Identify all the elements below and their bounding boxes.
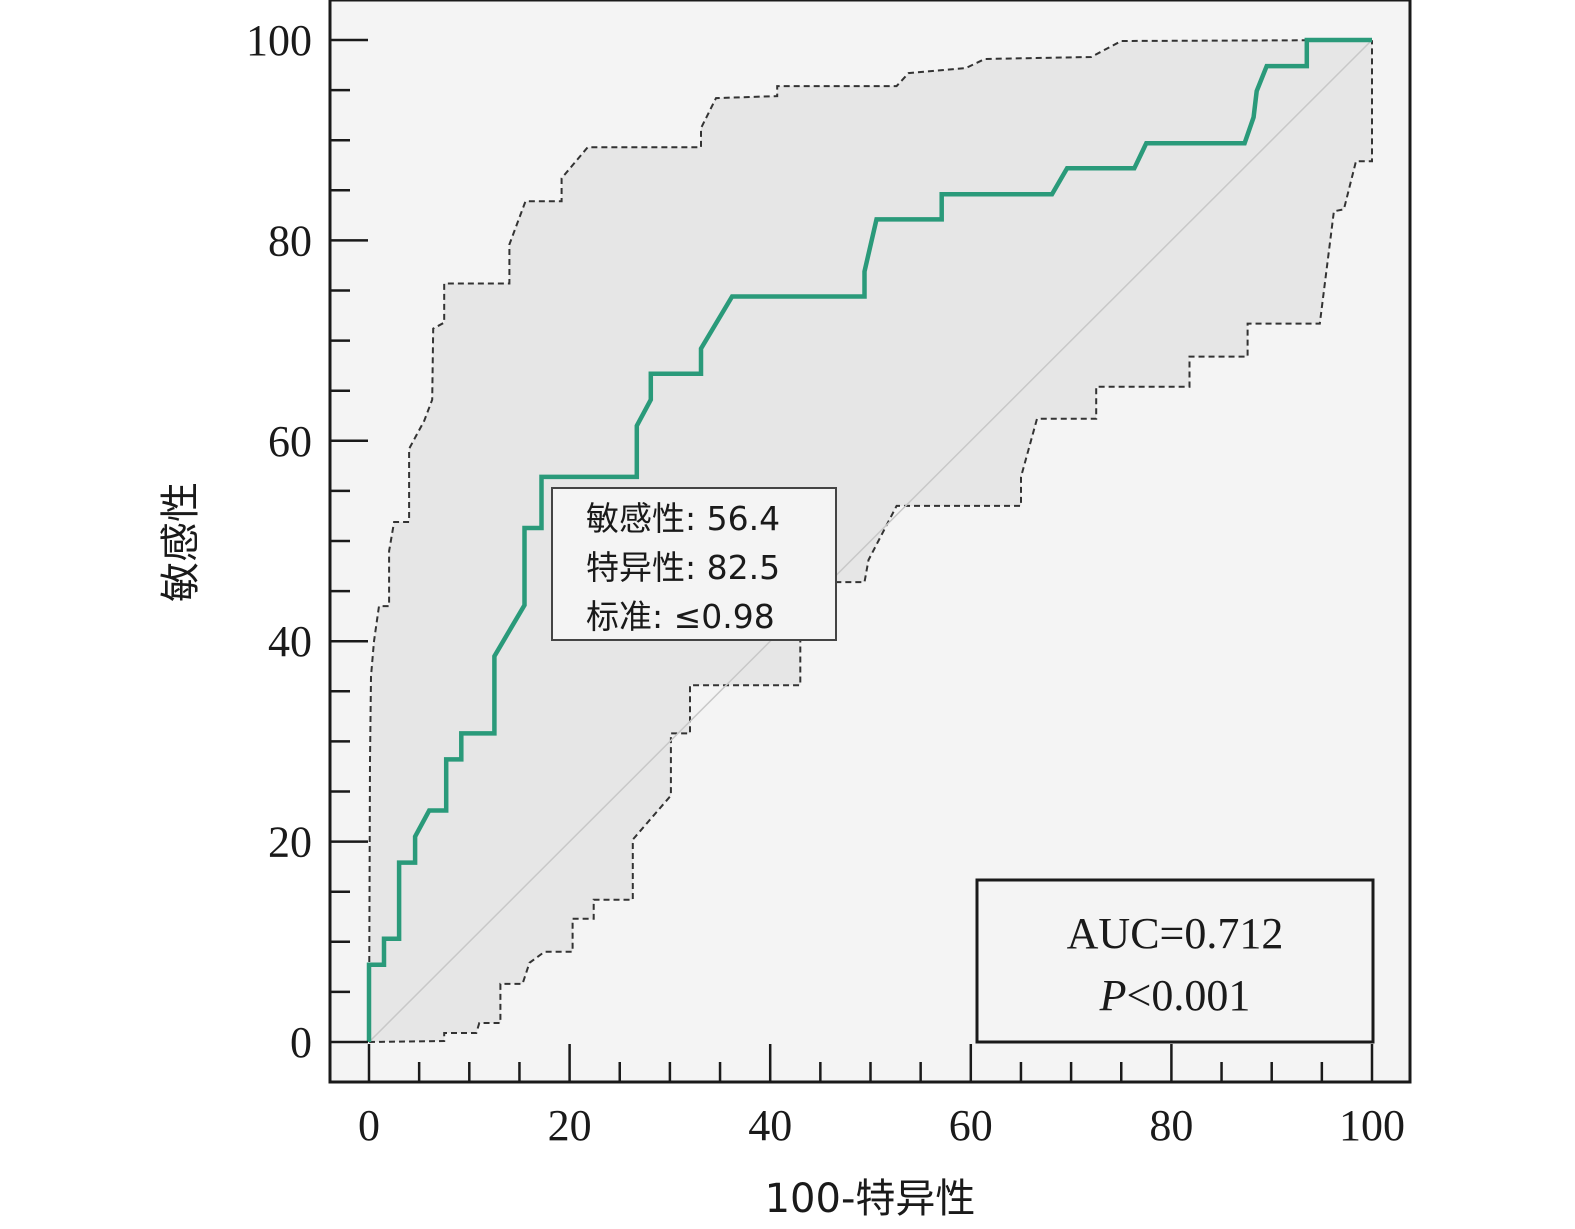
x-tick-label: 20 [548, 1101, 592, 1150]
y-tick-label: 60 [268, 417, 312, 466]
ci-lower-line [368, 40, 1373, 1043]
y-tick-label: 20 [268, 818, 312, 867]
y-tick-label: 100 [246, 16, 312, 65]
cutoff-box [551, 487, 837, 641]
p-value: <0.001 [1127, 971, 1251, 1020]
auc-text: AUC=0.712 [1067, 909, 1284, 958]
x-tick-label: 0 [358, 1101, 380, 1150]
roc-curve-layer [366, 37, 1372, 1042]
y-tick-label: 0 [290, 1018, 312, 1067]
x-tick-label: 60 [949, 1101, 993, 1150]
ci-upper-line [368, 39, 1373, 1043]
y-tick-label: 40 [268, 617, 312, 666]
cutoff-annotation: 敏感性: 56.4 特异性: 82.5 标准: ≤0.98 [551, 487, 837, 641]
reference-diagonal [368, 39, 1373, 1043]
p-value-text: P<0.001 [1099, 971, 1251, 1020]
plot-border [328, 0, 1412, 1084]
cutoff-criterion: 标准: ≤0.98 [586, 597, 775, 636]
x-tick-label: 40 [748, 1101, 792, 1150]
y-axis-title: 敏感性 [158, 482, 204, 602]
diagonal-line [368, 39, 1373, 1043]
auc-annotation: AUC=0.712 P<0.001 [975, 878, 1375, 1044]
y-tick-label: 80 [268, 216, 312, 265]
x-tick-label: 100 [1339, 1101, 1405, 1150]
axes: 0 20 40 60 80 100 0 20 40 60 80 100 [246, 16, 1405, 1150]
x-axis-title: 100-特异性 [765, 1176, 976, 1222]
auc-box [975, 878, 1375, 1044]
cutoff-specificity: 特异性: 82.5 [586, 548, 780, 587]
roc-curve [366, 37, 1372, 1042]
p-label: P [1099, 971, 1127, 1020]
x-tick-label: 80 [1149, 1101, 1193, 1150]
cutoff-sensitivity: 敏感性: 56.4 [586, 499, 780, 538]
